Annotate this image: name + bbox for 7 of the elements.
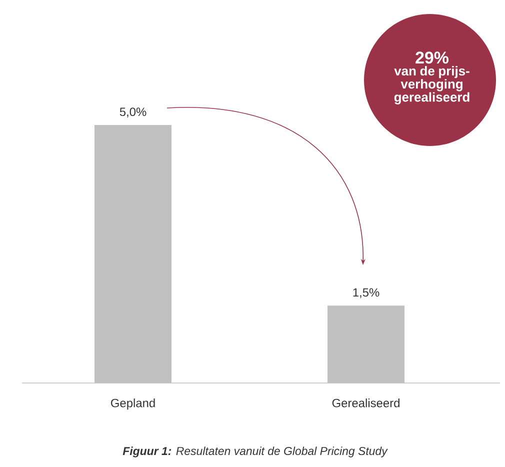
text: Figuur 1: Resultaten vanuit de Global Pricing Study (122, 446, 388, 458)
text: van de prijs- verhoging gerealiseerd (394, 66, 470, 104)
data-label: 5,0% (120, 108, 146, 118)
x-tick-label: Gepland (111, 398, 155, 410)
data-label: 1,5% (353, 288, 380, 298)
text: 29% (416, 52, 448, 64)
x-tick-label: Gerealiseerd (332, 398, 400, 408)
